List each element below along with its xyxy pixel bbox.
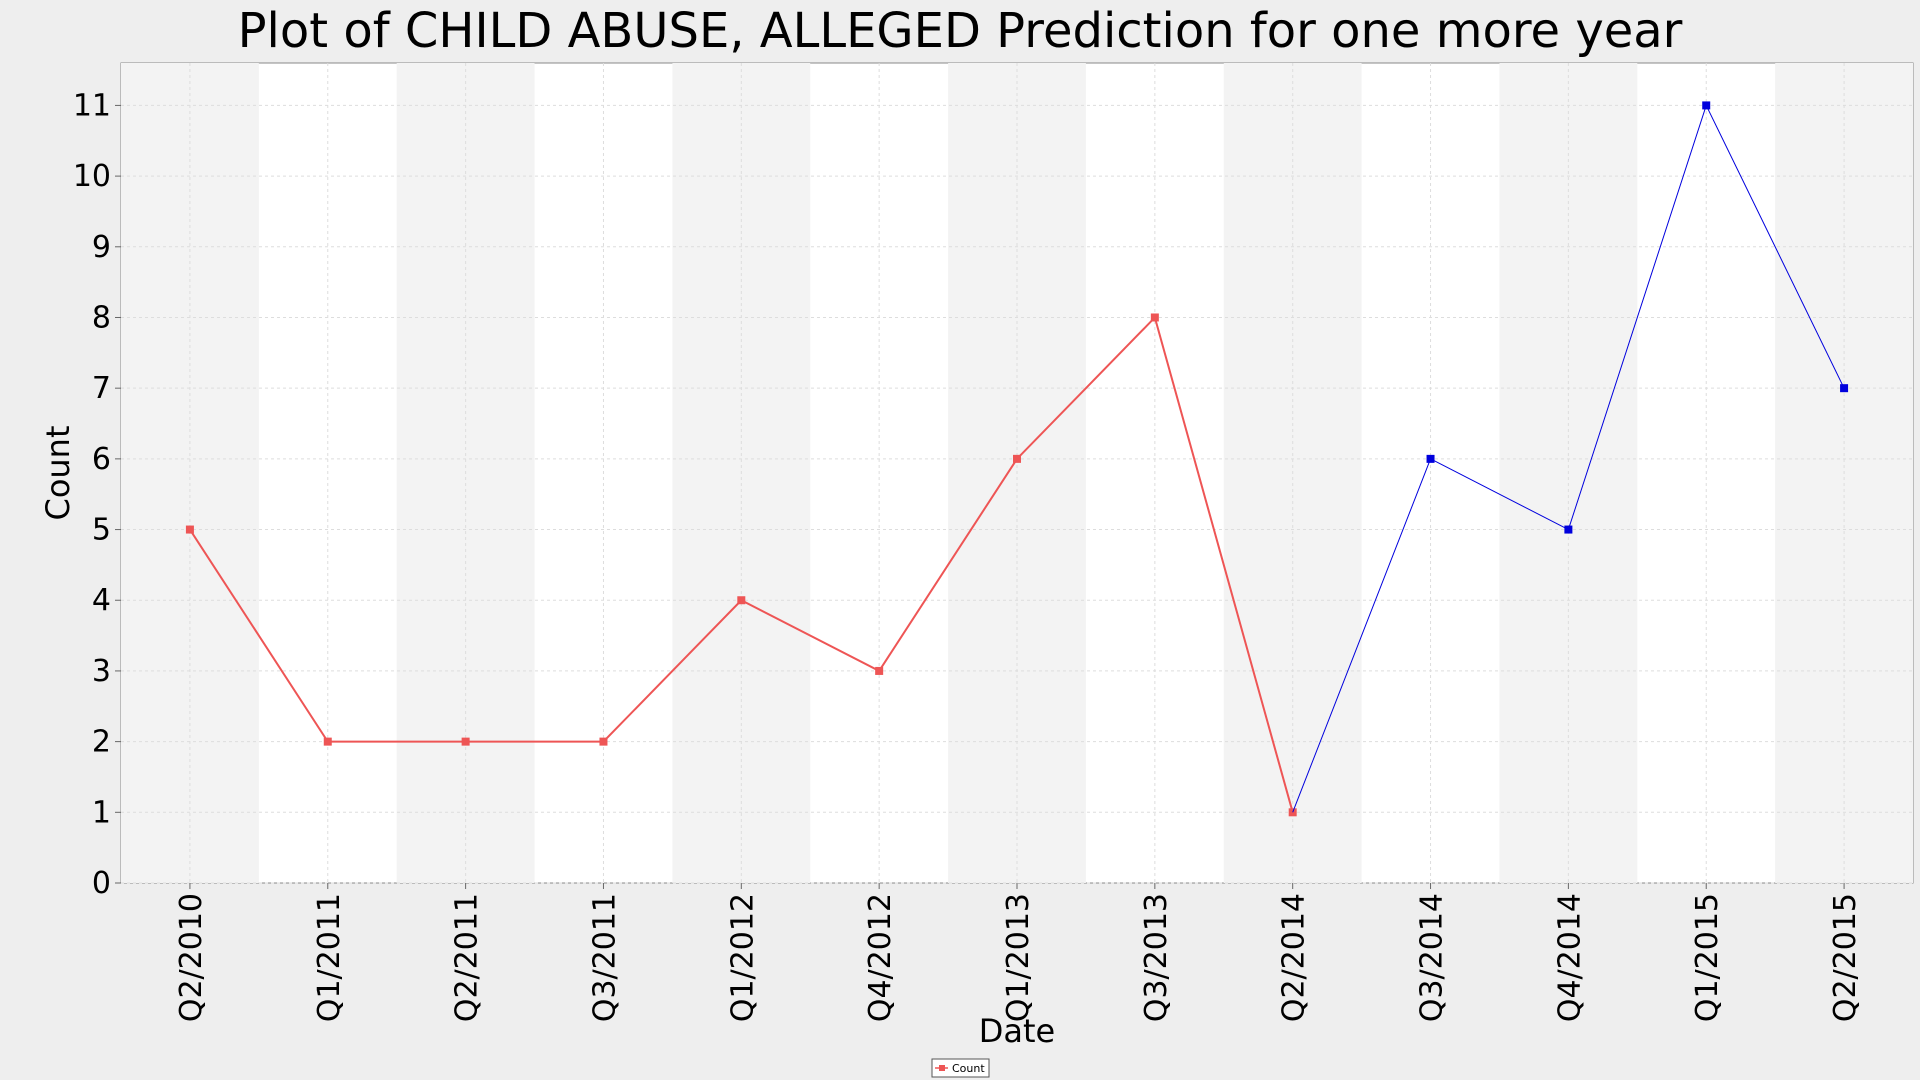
legend-label: Count xyxy=(952,1062,985,1075)
x-tick-label: Q2/2014 xyxy=(1277,893,1312,1022)
x-tick-label: Q4/2012 xyxy=(863,893,898,1022)
y-tick-label: 8 xyxy=(92,300,111,335)
x-tick-label: Q1/2015 xyxy=(1690,893,1725,1022)
y-tick-label: 5 xyxy=(92,513,111,548)
y-tick-label: 6 xyxy=(92,442,111,477)
y-tick-label: 2 xyxy=(92,725,111,760)
x-tick-label: Q2/2011 xyxy=(450,893,485,1022)
y-tick-label: 0 xyxy=(92,866,111,901)
y-tick-label: 1 xyxy=(92,795,111,830)
plot-bands xyxy=(121,63,1913,883)
x-tick-label: Q3/2013 xyxy=(1139,893,1174,1022)
y-tick-label: 9 xyxy=(92,230,111,265)
x-tick-label: Q2/2010 xyxy=(174,893,209,1022)
data-point xyxy=(1013,454,1021,463)
x-axis-label: Date xyxy=(979,1012,1055,1050)
y-tick-label: 7 xyxy=(92,371,111,406)
legend-box xyxy=(931,1058,990,1078)
legend: Count xyxy=(931,1058,990,1078)
data-point xyxy=(1840,384,1849,393)
legend-swatch-marker xyxy=(939,1065,945,1071)
gridlines xyxy=(121,63,1913,884)
y-tick-label: 11 xyxy=(73,88,111,123)
series-layer xyxy=(185,101,1849,817)
y-tick-label: 3 xyxy=(92,654,111,689)
data-point xyxy=(599,737,608,746)
data-point xyxy=(1564,525,1573,534)
data-point xyxy=(737,596,746,605)
x-tick-label: Q3/2014 xyxy=(1415,893,1450,1022)
x-axis: Q2/2010 Q1/2011 Q2/2011 Q3/2011 Q1/2012 Q4/20… xyxy=(174,883,1863,1022)
y-axis-label: Count xyxy=(39,425,77,520)
data-point xyxy=(185,525,194,534)
x-tick-label: Q3/2011 xyxy=(587,893,622,1022)
data-point xyxy=(1426,454,1435,463)
y-tick-label: 4 xyxy=(92,583,111,618)
x-tick-label: Q1/2011 xyxy=(312,893,347,1022)
x-tick-label: Q1/2013 xyxy=(1001,893,1036,1022)
x-tick-label: Q1/2012 xyxy=(725,893,760,1022)
x-tick-label: Q2/2015 xyxy=(1828,893,1863,1022)
x-tick-label: Q4/2014 xyxy=(1552,893,1587,1022)
data-point xyxy=(323,737,332,746)
data-point xyxy=(875,666,884,675)
data-point xyxy=(1702,101,1711,110)
y-axis: 0 1 2 3 4 5 6 7 8 9 10 11 xyxy=(73,88,121,901)
chart-title: Plot of CHILD ABUSE, ALLEGED Prediction … xyxy=(238,3,1683,59)
data-point xyxy=(1150,313,1159,322)
data-point xyxy=(461,737,470,746)
y-tick-label: 10 xyxy=(73,159,111,194)
